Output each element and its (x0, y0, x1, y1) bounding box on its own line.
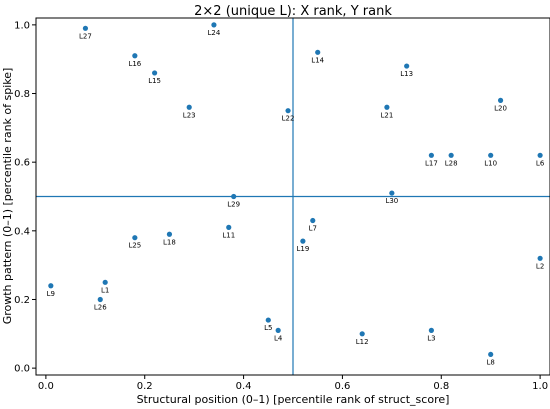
point-label-l4: L4 (274, 334, 283, 342)
point-label-l10: L10 (484, 159, 497, 167)
point-label-l29: L29 (227, 201, 240, 209)
plot-frame (35, 17, 550, 376)
x-tick-label: 0.8 (433, 381, 449, 392)
y-tick-label: 0.2 (14, 295, 30, 306)
point-label-l9: L9 (47, 290, 55, 298)
data-point-l23 (186, 104, 192, 110)
data-point-l10 (488, 152, 494, 158)
data-point-l12 (359, 331, 365, 337)
point-label-l12: L12 (356, 338, 369, 346)
data-point-l2 (537, 255, 543, 261)
data-point-l27 (82, 25, 89, 31)
point-label-l25: L25 (128, 242, 141, 250)
y-tick-label: 1.0 (14, 20, 30, 31)
data-point-l18 (166, 231, 173, 237)
x-axis-label: Structural position (0–1) [percentile ra… (137, 393, 450, 406)
data-point-l7 (310, 217, 316, 224)
x-tick-label: 0.4 (236, 381, 252, 392)
data-point-l1 (102, 279, 108, 285)
data-point-l22 (285, 108, 291, 114)
point-label-l15: L15 (148, 77, 161, 85)
point-label-l3: L3 (427, 334, 435, 342)
point-label-l24: L24 (208, 29, 221, 37)
point-label-l13: L13 (400, 70, 413, 78)
data-point-l9 (48, 283, 54, 289)
data-point-l28 (448, 152, 454, 158)
data-point-l14 (315, 49, 321, 55)
data-point-l21 (384, 104, 390, 110)
data-point-l19 (300, 238, 306, 244)
point-label-l8: L8 (487, 358, 495, 366)
point-label-l2: L2 (536, 262, 544, 270)
point-label-l16: L16 (128, 60, 141, 68)
data-point-l25 (132, 235, 138, 241)
data-point-l20 (497, 97, 504, 103)
point-label-l27: L27 (79, 32, 92, 40)
x-tick-label: 0.0 (38, 381, 54, 392)
point-label-l18: L18 (163, 238, 176, 246)
data-point-l24 (211, 22, 217, 28)
point-label-l17: L17 (425, 159, 438, 167)
point-label-l6: L6 (536, 159, 545, 167)
chart-title: 2×2 (unique L): X rank, Y rank (194, 4, 392, 19)
point-label-l30: L30 (385, 197, 398, 205)
point-label-l20: L20 (494, 104, 507, 112)
x-tick-label: 0.2 (137, 381, 153, 392)
point-label-l19: L19 (296, 245, 309, 253)
data-point-l26 (97, 296, 103, 303)
point-label-l23: L23 (183, 111, 196, 119)
point-label-l22: L22 (282, 115, 295, 123)
data-point-l13 (404, 63, 410, 69)
y-tick-label: 0.6 (14, 158, 30, 169)
data-point-l15 (152, 70, 158, 76)
axis-ticks: 0.0 0.2 0.4 0.6 0.8 1.0 0.0 0.2 0.4 0.6 0.8 1.0 (14, 20, 548, 392)
data-point-l3 (428, 327, 434, 333)
point-label-l1: L1 (101, 286, 109, 294)
x-tick-label: 0.6 (334, 381, 350, 392)
data-point-l30 (389, 190, 395, 196)
data-point-l16 (132, 53, 138, 59)
point-label-l14: L14 (311, 56, 324, 64)
data-point-l11 (226, 224, 232, 230)
point-label-l11: L11 (222, 231, 235, 239)
y-tick-label: 0.0 (14, 364, 30, 375)
point-label-l21: L21 (380, 111, 393, 119)
y-tick-label: 0.4 (14, 226, 30, 237)
data-point-l6 (537, 152, 543, 158)
data-point-l8 (488, 351, 494, 358)
data-point-l29 (231, 193, 237, 200)
data-point-l4 (275, 327, 281, 333)
point-label-l5: L5 (264, 324, 272, 332)
data-point-l17 (428, 152, 434, 158)
y-tick-label: 0.8 (14, 89, 30, 100)
point-label-l26: L26 (94, 303, 107, 311)
point-label-l7: L7 (309, 225, 317, 233)
y-axis-label: Growth pattern (0–1) [percentile rank of… (1, 68, 14, 325)
data-point-l5 (265, 317, 271, 323)
x-tick-label: 1.0 (532, 381, 548, 392)
point-label-l28: L28 (445, 159, 458, 167)
